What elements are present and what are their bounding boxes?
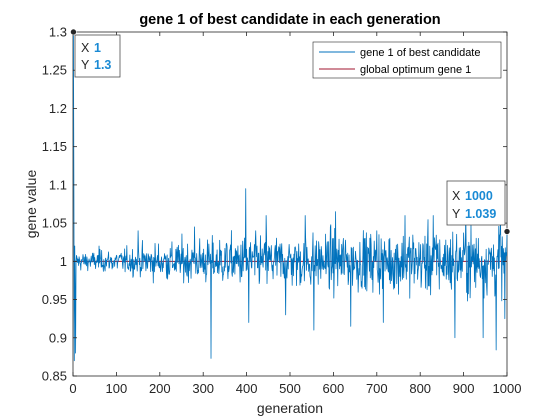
legend-entry-best-candidate: gene 1 of best candidate xyxy=(360,47,480,59)
legend-entry-global-optimum: global optimum gene 1 xyxy=(360,64,471,76)
datatip-y-value: 1.3 xyxy=(94,58,111,72)
x-tick-label: 600 xyxy=(323,381,345,396)
x-tick-label: 800 xyxy=(409,381,431,396)
y-tick-label: 1 xyxy=(60,254,67,269)
y-tick-label: 1.3 xyxy=(49,25,67,40)
datatip-x-value: 1000 xyxy=(465,189,493,203)
datatip-box xyxy=(74,34,121,78)
x-tick-label: 900 xyxy=(453,381,475,396)
datatip-last[interactable]: X 1000 Y 1.039 xyxy=(446,180,506,226)
datatip-y-key: Y xyxy=(452,207,461,221)
datatip-first[interactable]: X 1 Y 1.3 xyxy=(74,34,121,78)
y-tick-label: 1.15 xyxy=(42,139,67,154)
legend-box xyxy=(312,41,502,79)
axes-box xyxy=(72,31,508,377)
series-layer xyxy=(73,31,508,362)
x-tick-label: 1000 xyxy=(493,381,522,396)
y-tick-label: 0.85 xyxy=(42,369,67,384)
datatip-marker xyxy=(70,28,77,36)
y-tick-label: 0.9 xyxy=(49,330,67,345)
y-axis-label: gene value xyxy=(23,170,39,239)
x-tick-label: 100 xyxy=(106,381,128,396)
tick-layer: 0 100 200 300 400 500 600 700 800 900 1000 0.85 0.9 0… xyxy=(42,25,522,397)
x-tick-label: 0 xyxy=(69,381,76,396)
y-tick-label: 1.05 xyxy=(42,216,67,231)
x-tick-label: 500 xyxy=(279,381,301,396)
x-tick-label: 400 xyxy=(236,381,258,396)
x-axis-label: generation xyxy=(257,400,323,416)
x-tick-label: 700 xyxy=(366,381,388,396)
legend[interactable]: gene 1 of best candidate global optimum … xyxy=(312,41,502,79)
plot-area: 0 100 200 300 400 500 600 700 800 900 1000 0.85 0.9 0… xyxy=(42,25,522,397)
x-tick-label: 300 xyxy=(192,381,214,396)
y-tick-label: 1.25 xyxy=(42,63,67,78)
y-tick-label: 1.2 xyxy=(49,101,67,116)
series-best-candidate-line xyxy=(73,31,508,362)
chart-title: gene 1 of best candidate in each generat… xyxy=(139,12,440,28)
datatip-y-value: 1.039 xyxy=(465,207,496,221)
datatip-x-value: 1 xyxy=(94,41,101,55)
y-tick-label: 0.95 xyxy=(42,292,67,307)
x-tick-label: 200 xyxy=(149,381,171,396)
datatip-box xyxy=(446,180,506,226)
datatip-marker xyxy=(503,228,511,235)
datatip-x-key: X xyxy=(452,189,461,203)
datatip-markers xyxy=(70,28,511,235)
datatip-x-key: X xyxy=(81,41,90,55)
datatip-y-key: Y xyxy=(81,58,90,72)
y-tick-label: 1.1 xyxy=(49,177,67,192)
